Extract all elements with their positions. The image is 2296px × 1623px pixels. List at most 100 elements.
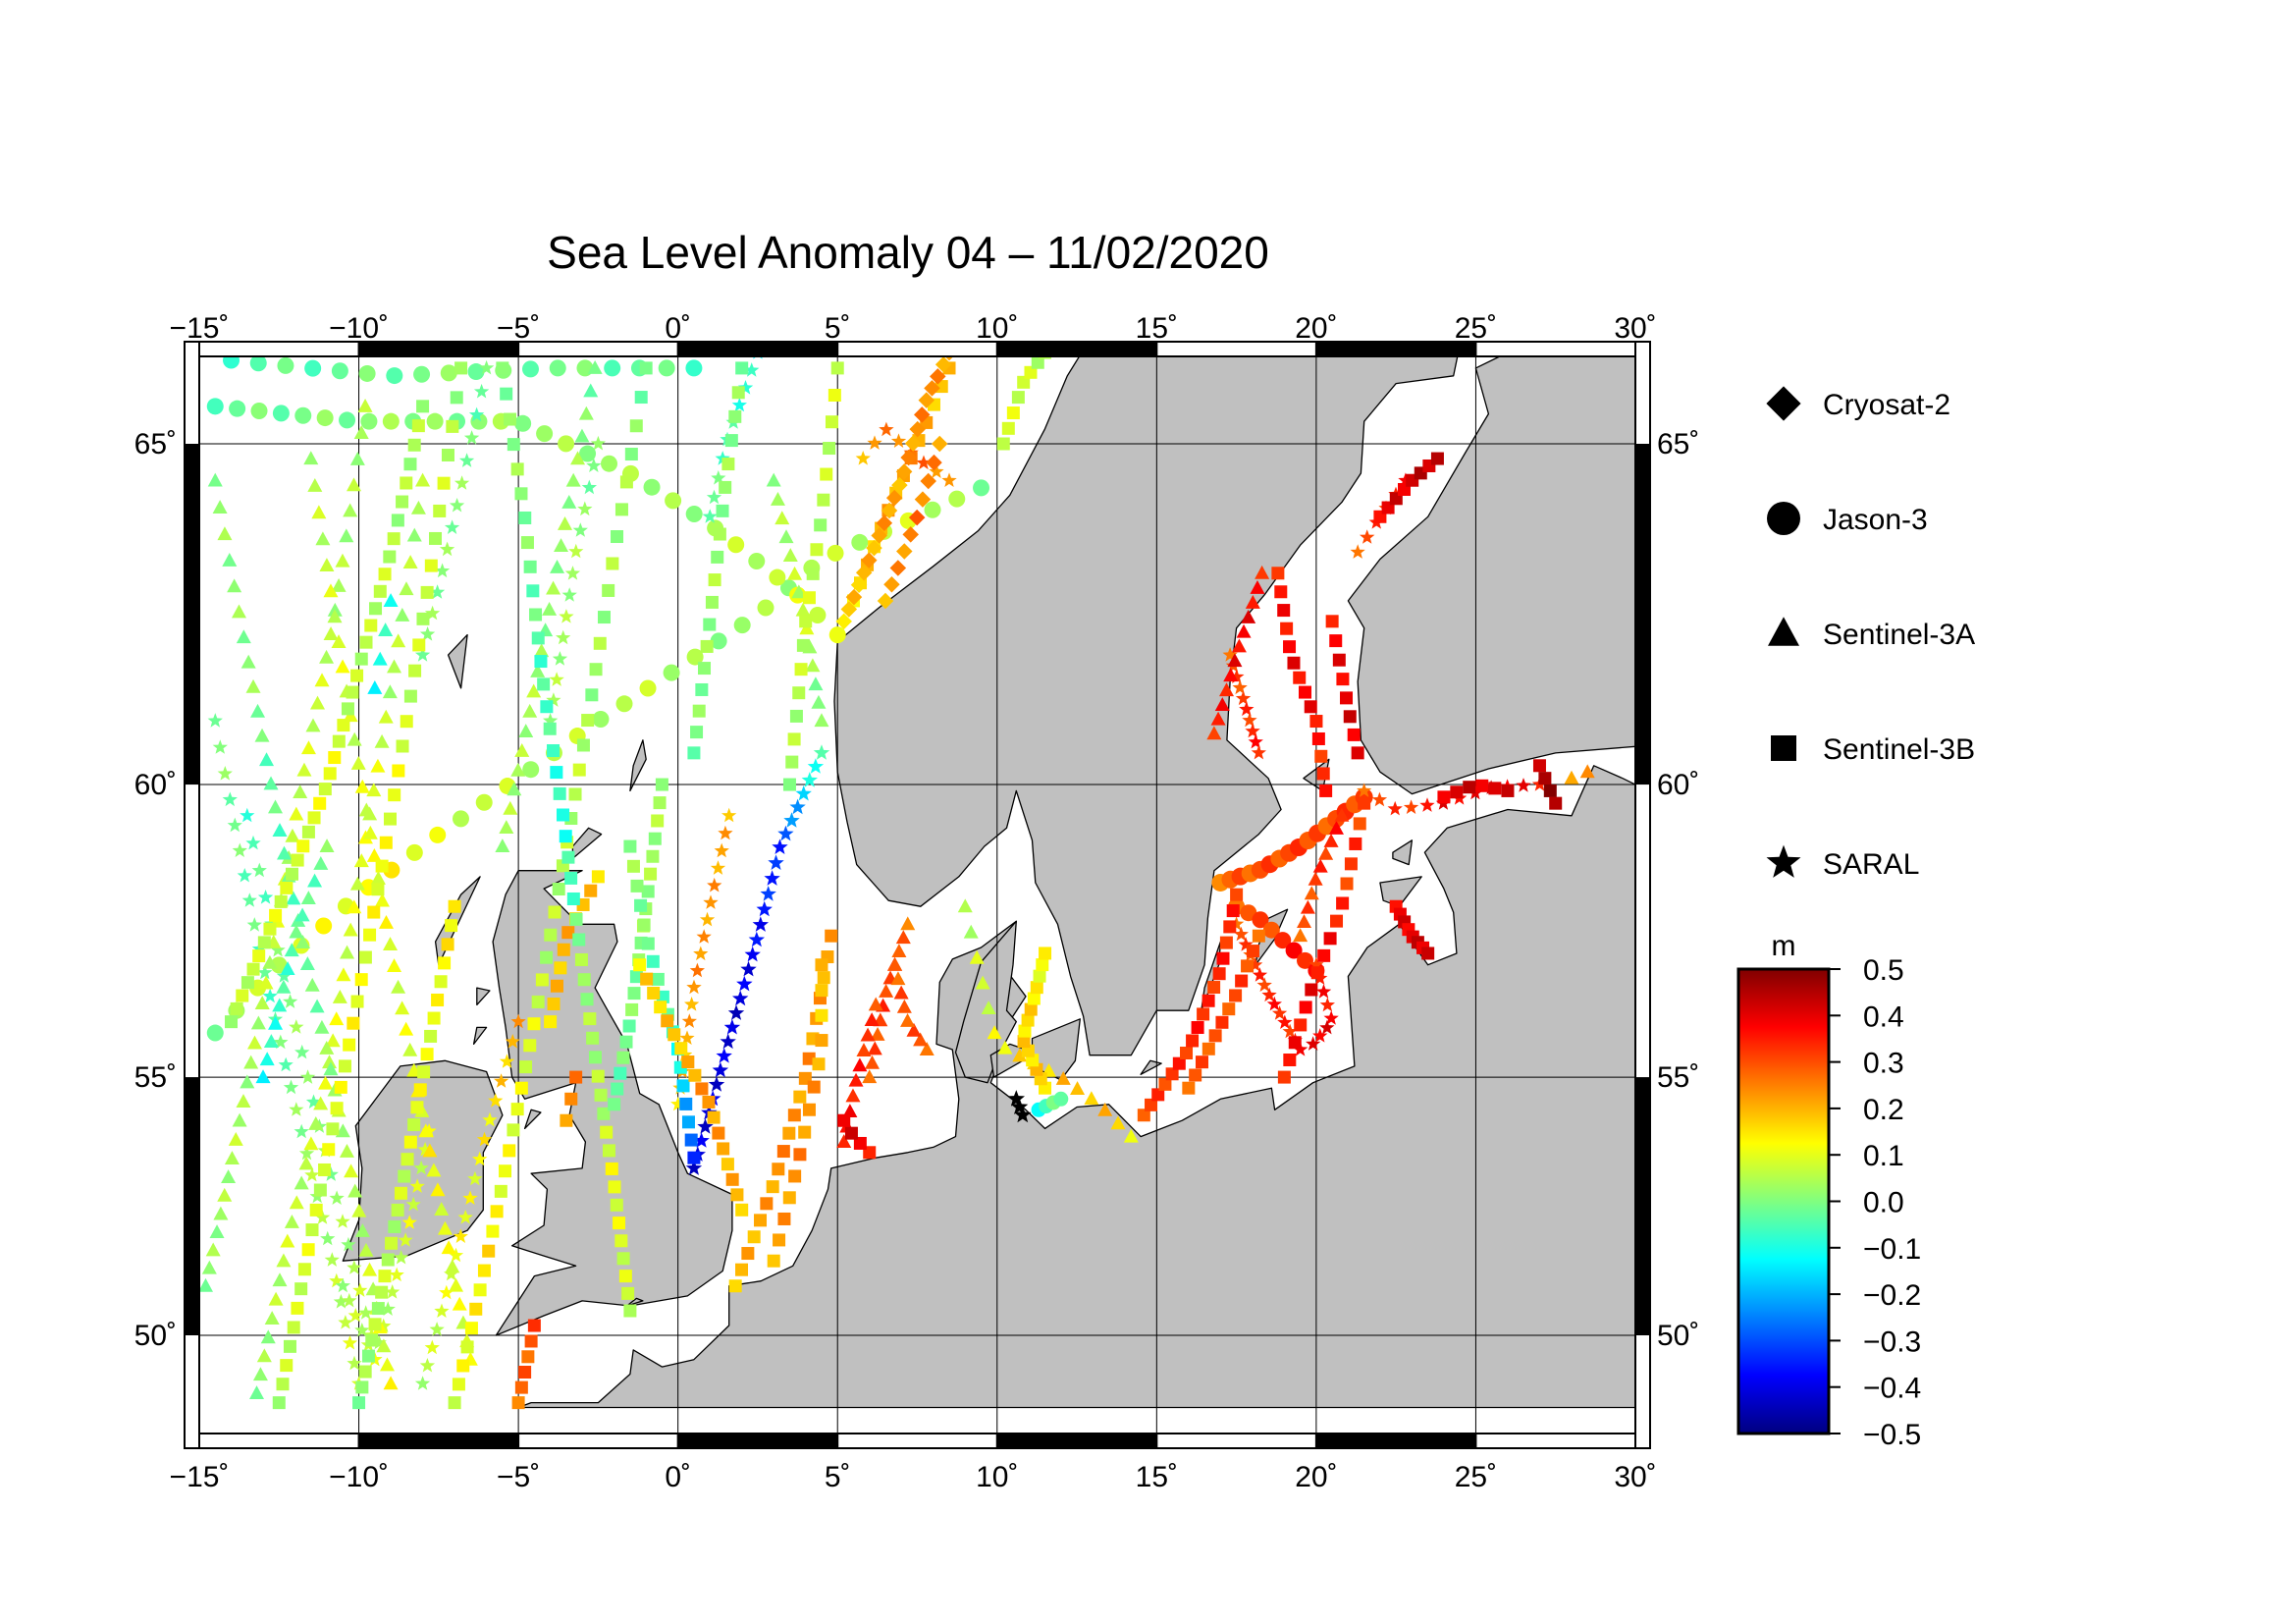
square-measurement: [403, 689, 417, 703]
square-measurement: [396, 739, 409, 753]
star-measurement: [1360, 529, 1375, 544]
square-measurement: [583, 1012, 597, 1026]
star-measurement: [586, 458, 602, 472]
square-measurement: [695, 682, 709, 696]
square-measurement: [661, 1014, 674, 1028]
star-measurement: [696, 929, 712, 944]
square-measurement: [785, 755, 799, 769]
triangle-measurement: [209, 1224, 225, 1239]
star-measurement: [352, 1282, 368, 1297]
colorbar-tick-label: −0.3: [1863, 1325, 1921, 1358]
square-measurement: [731, 386, 745, 400]
triangle-measurement: [574, 428, 590, 443]
triangle-measurement: [349, 451, 365, 465]
triangle-measurement: [774, 511, 790, 525]
square-measurement: [1549, 796, 1563, 810]
square-measurement: [793, 1148, 807, 1162]
triangle-measurement: [296, 762, 312, 777]
triangle-measurement: [378, 914, 394, 929]
triangle-measurement: [495, 839, 510, 853]
triangle-measurement: [997, 1040, 1013, 1055]
triangle-measurement: [309, 999, 325, 1013]
square-measurement: [1226, 904, 1240, 918]
square-measurement: [688, 1068, 702, 1082]
star-measurement: [723, 1018, 741, 1035]
lat-tick-label-right: 60˚: [1657, 769, 1699, 801]
triangle-measurement: [323, 1061, 339, 1076]
square-measurement: [837, 1113, 851, 1127]
triangle-measurement: [201, 1260, 217, 1274]
square-measurement: [420, 585, 434, 599]
lon-tick-label-top: −15˚: [170, 312, 230, 345]
triangle-measurement: [358, 1242, 374, 1257]
diamond-measurement: [909, 420, 926, 438]
triangle-measurement: [1227, 653, 1243, 668]
square-measurement: [1340, 877, 1354, 891]
triangle-measurement: [452, 1296, 467, 1311]
square-measurement: [1031, 356, 1044, 369]
star-measurement: [222, 791, 238, 807]
colorbar-tick-label: 0.1: [1863, 1140, 1904, 1172]
star-measurement: [1312, 1028, 1328, 1043]
land-polygon: [476, 987, 491, 1006]
circle-measurement: [710, 632, 727, 650]
triangle-measurement: [1300, 899, 1315, 914]
square-measurement: [534, 655, 548, 669]
star-measurement: [1245, 723, 1260, 738]
lon-tick-label-bottom: 25˚: [1455, 1461, 1497, 1493]
square-measurement: [1158, 1077, 1172, 1091]
triangle-measurement: [256, 1348, 272, 1363]
star-measurement: [1238, 937, 1254, 951]
land-polygon: [629, 739, 647, 792]
square-measurement: [531, 631, 545, 645]
triangle-measurement: [351, 1203, 367, 1217]
triangle-measurement: [222, 552, 238, 567]
square-measurement: [448, 1396, 461, 1410]
diamond-measurement: [914, 491, 932, 508]
triangle-measurement: [518, 724, 534, 737]
square-measurement: [433, 504, 447, 517]
square-measurement: [782, 778, 796, 791]
diamond-icon: [1766, 386, 1801, 421]
land-polygon: [1392, 839, 1414, 866]
frame-bar-top: [996, 342, 1157, 356]
square-measurement: [828, 388, 841, 402]
triangle-measurement: [231, 604, 246, 619]
star-measurement: [341, 1236, 356, 1252]
square-measurement: [647, 986, 661, 1000]
triangle-measurement: [276, 979, 292, 994]
square-measurement: [537, 677, 551, 691]
axis-tick-labels: −15˚ −15˚ −10˚ −10˚ −5˚ −5˚ 0˚ 0˚ 5˚ 5˚ 10˚ 10˚ 15˚ 1…: [134, 312, 1700, 1493]
triangle-measurement: [906, 1022, 922, 1037]
square-measurement: [830, 361, 844, 375]
square-measurement: [1319, 784, 1333, 797]
star-measurement: [453, 1228, 468, 1243]
triangle-measurement: [406, 527, 422, 542]
square-measurement: [560, 1113, 573, 1127]
triangle-measurement: [879, 984, 894, 998]
triangle-measurement: [1110, 1115, 1126, 1130]
square-measurement: [240, 976, 254, 990]
triangle-measurement: [1328, 820, 1344, 835]
star-measurement: [304, 1166, 320, 1182]
square-measurement: [1488, 782, 1502, 795]
square-measurement: [529, 608, 543, 622]
triangle-measurement: [262, 954, 278, 969]
square-measurement: [1358, 796, 1371, 810]
star-measurement: [789, 798, 806, 815]
lon-tick-label-top: 25˚: [1455, 312, 1497, 345]
triangle-measurement: [354, 779, 370, 793]
square-measurement: [796, 638, 810, 652]
star-measurement: [689, 962, 705, 978]
square-measurement: [391, 1203, 404, 1217]
square-measurement: [707, 1110, 721, 1124]
star-measurement: [703, 894, 719, 909]
square-measurement: [346, 685, 359, 699]
square-measurement: [695, 1082, 709, 1096]
square-measurement: [1538, 772, 1552, 785]
square-measurement: [1294, 1018, 1308, 1032]
triangle-measurement: [250, 703, 266, 718]
star-measurement: [768, 854, 784, 870]
square-measurement: [619, 1035, 633, 1049]
square-measurement: [441, 938, 454, 951]
